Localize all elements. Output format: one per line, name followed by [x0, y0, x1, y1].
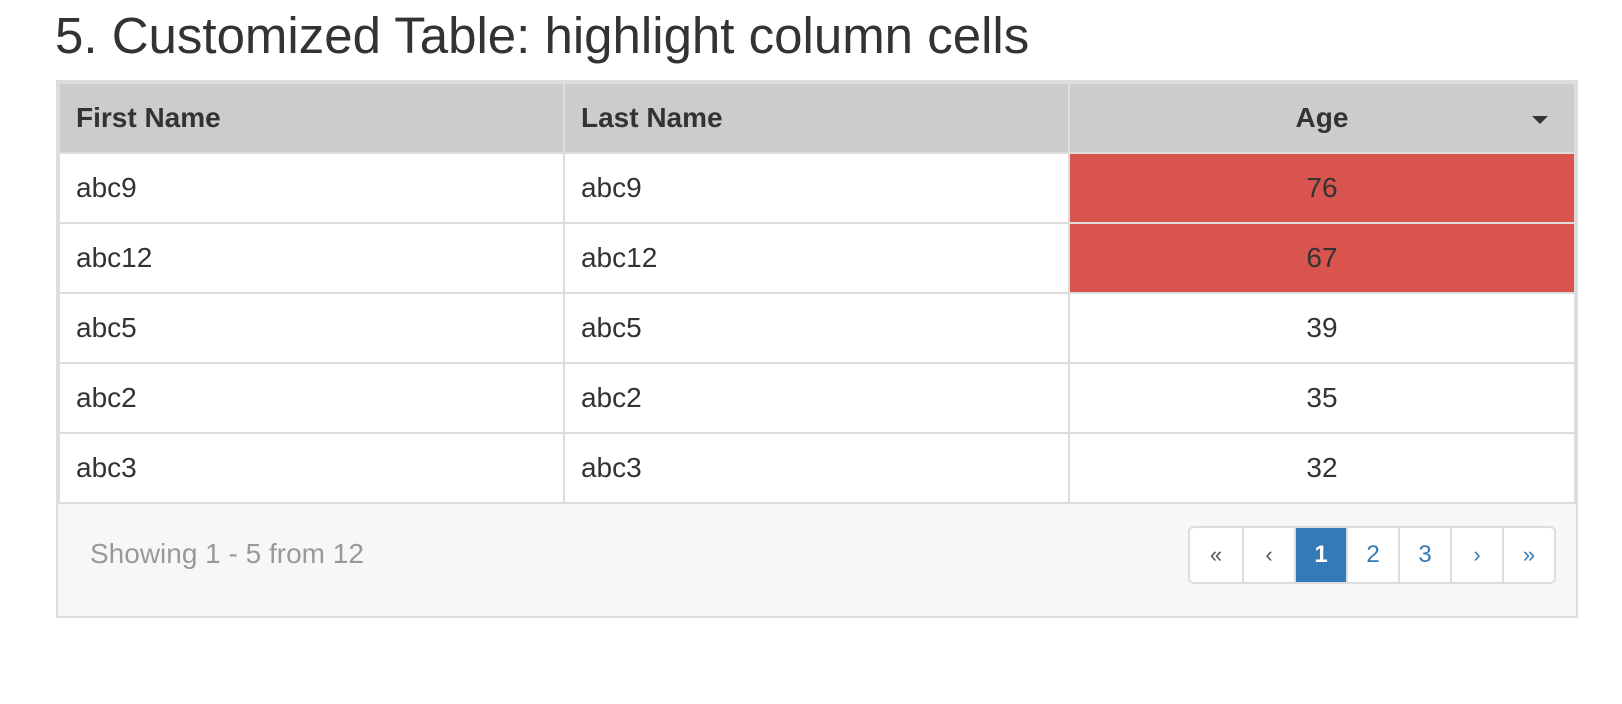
cell-first-name: abc3 — [58, 432, 565, 504]
cell-age: 35 — [1067, 362, 1577, 434]
table-row: abc2 abc2 35 — [58, 362, 1577, 434]
page-button-3[interactable]: 3 — [1398, 528, 1450, 582]
cell-age: 67 — [1067, 222, 1577, 294]
cell-last-name: abc12 — [562, 222, 1070, 294]
table-row: abc5 abc5 39 — [58, 292, 1577, 364]
first-page-button[interactable]: « — [1209, 542, 1223, 567]
page-title: 5. Customized Table: highlight column ce… — [55, 7, 1030, 64]
pagination-summary: Showing 1 - 5 from 12 — [90, 538, 364, 569]
cell-last-name: abc3 — [562, 432, 1070, 504]
page-button-2[interactable]: 2 — [1346, 528, 1398, 582]
table-row: abc3 abc3 32 — [58, 432, 1577, 504]
cell-age: 39 — [1067, 292, 1577, 364]
last-page-button[interactable]: » — [1502, 528, 1554, 582]
column-header-last-name[interactable]: Last Name — [562, 82, 1070, 154]
page-button-1[interactable]: 1 — [1294, 528, 1346, 582]
cell-last-name: abc5 — [562, 292, 1070, 364]
data-table-container: First Name Last Name Age abc9 abc9 76 ab… — [56, 80, 1578, 618]
data-table: First Name Last Name Age abc9 abc9 76 ab… — [58, 82, 1577, 504]
table-footer: Showing 1 - 5 from 12 « ‹ 1 2 3 › » — [58, 504, 1576, 616]
cell-first-name: abc9 — [58, 152, 565, 224]
column-header-first-name[interactable]: First Name — [58, 82, 565, 154]
caret-down-icon[interactable] — [1532, 116, 1548, 124]
previous-page-button[interactable]: ‹ — [1242, 528, 1294, 582]
cell-first-name: abc2 — [58, 362, 565, 434]
table-row: abc12 abc12 67 — [58, 222, 1577, 294]
cell-first-name: abc12 — [58, 222, 565, 294]
table-row: abc9 abc9 76 — [58, 152, 1577, 224]
pagination: « ‹ 1 2 3 › » — [1188, 526, 1556, 584]
cell-age: 76 — [1067, 152, 1577, 224]
column-header-age[interactable]: Age — [1067, 82, 1577, 154]
column-header-age-label: Age — [1295, 102, 1349, 133]
cell-last-name: abc2 — [562, 362, 1070, 434]
cell-first-name: abc5 — [58, 292, 565, 364]
next-page-button[interactable]: › — [1450, 528, 1502, 582]
cell-last-name: abc9 — [562, 152, 1070, 224]
table-header-row: First Name Last Name Age — [58, 82, 1577, 154]
cell-age: 32 — [1067, 432, 1577, 504]
